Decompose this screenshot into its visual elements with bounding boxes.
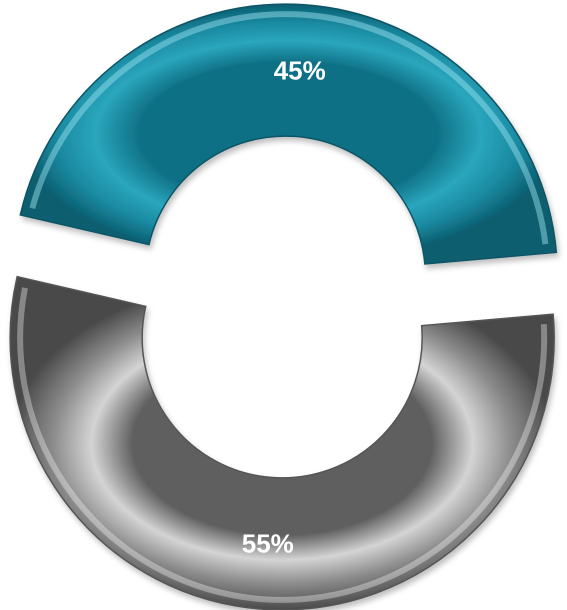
donut-slice-1 [19,3,558,265]
slices-group [9,3,558,610]
donut-slice-1-highlight [29,11,549,245]
labels-group: 45% 55% [242,56,326,559]
slice-label-2: 55% [242,528,294,558]
donut-slice-2 [9,275,555,610]
donut-slice-2-highlight [17,287,548,603]
slice-label-1: 45% [274,56,326,86]
